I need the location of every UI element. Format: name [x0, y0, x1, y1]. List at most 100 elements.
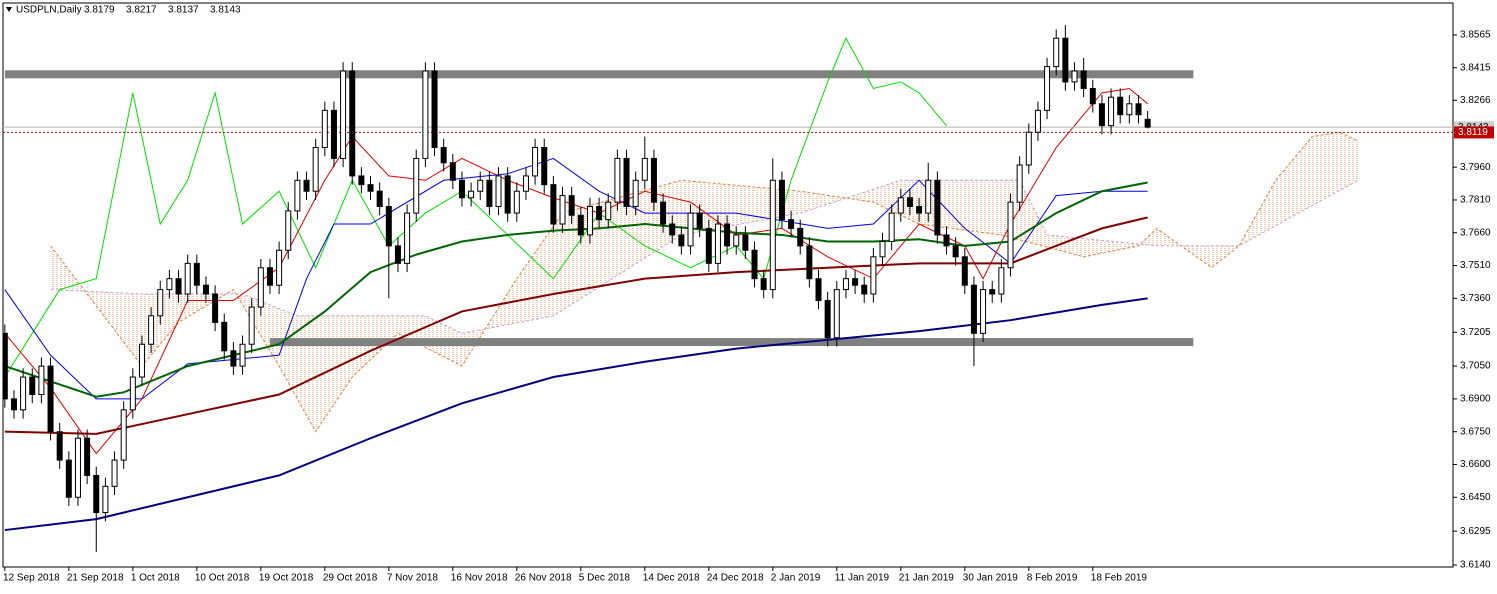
candle-body: [84, 437, 91, 476]
candle-body: [751, 249, 758, 280]
candle-body: [605, 201, 612, 221]
candle-body: [568, 195, 575, 216]
candle-body: [623, 157, 630, 208]
y-tick-label: 3.8565: [1460, 30, 1491, 41]
candle-body: [495, 175, 502, 208]
symbol: USDPLN,Daily: [16, 5, 82, 16]
candle-body: [815, 278, 822, 302]
y-tick-label: 3.7205: [1460, 327, 1491, 338]
candle-body: [934, 179, 941, 236]
y-tick-label: 3.6295: [1460, 526, 1491, 537]
candle-body: [952, 245, 959, 258]
candle-body: [29, 376, 36, 396]
header-value: 3.8217: [126, 5, 157, 16]
candle-body: [212, 293, 219, 323]
x-tick-label: 26 Nov 2018: [515, 573, 572, 584]
candle-body: [641, 157, 648, 181]
candle-body: [806, 245, 813, 280]
x-tick-label: 8 Feb 2019: [1027, 573, 1078, 584]
candle-body: [202, 284, 209, 295]
candle-body: [632, 179, 639, 208]
candle-body: [870, 256, 877, 295]
candle-body: [559, 195, 566, 225]
x-tick-label: 7 Nov 2018: [387, 573, 439, 584]
candle-body: [696, 212, 703, 229]
candle-body: [678, 234, 685, 247]
candle-body: [56, 431, 63, 461]
candle-body: [842, 278, 849, 291]
price-tag: [1454, 126, 1494, 139]
candle-body: [111, 459, 118, 487]
candle-body: [266, 267, 273, 286]
candle-body: [650, 157, 657, 203]
x-tick-label: 14 Dec 2018: [643, 573, 700, 584]
candle-body: [239, 343, 246, 367]
candle-body: [888, 212, 895, 242]
candle-body: [65, 459, 72, 498]
candle-body: [129, 376, 136, 411]
cloud-span-a: [50, 131, 1359, 433]
candle-body: [468, 190, 475, 199]
candle-body: [522, 175, 529, 192]
candle-body: [833, 289, 840, 339]
candle-body: [742, 234, 749, 251]
candle-body: [769, 179, 776, 291]
candle-body: [422, 70, 429, 159]
candle-body: [120, 409, 127, 461]
candle-body: [458, 179, 465, 199]
candle-body: [660, 201, 667, 225]
y-tick-label: 3.6750: [1460, 426, 1491, 437]
candle-body: [980, 289, 987, 334]
candle-body: [102, 485, 109, 514]
x-tick-label: 11 Jan 2019: [835, 573, 890, 584]
candle-body: [157, 289, 164, 317]
candle-body: [788, 219, 795, 229]
candle-body: [577, 214, 584, 236]
candle-body: [1007, 201, 1014, 269]
x-tick-label: 21 Jan 2019: [899, 573, 954, 584]
candle-body: [970, 284, 977, 334]
indicator-line: [4, 297, 1148, 532]
candle-body: [385, 206, 392, 247]
candle-body: [1034, 109, 1041, 133]
candle-body: [778, 179, 785, 221]
candle-body: [1089, 87, 1096, 105]
candle-body: [477, 179, 484, 192]
candle-body: [221, 321, 228, 352]
y-tick-label: 3.8266: [1460, 95, 1491, 106]
candle-body: [1108, 96, 1115, 127]
candle-body: [1098, 103, 1105, 127]
candle-body: [925, 179, 932, 214]
y-tick-label: 3.7510: [1460, 260, 1491, 271]
candle-body: [724, 223, 731, 247]
x-tick-label: 2 Jan 2019: [771, 573, 821, 584]
candle-body: [596, 206, 603, 221]
header-value: 3.8143: [210, 5, 241, 16]
candle-body: [989, 289, 996, 295]
indicator-line: [4, 157, 1148, 400]
candle-body: [852, 278, 859, 286]
candle-body: [513, 190, 520, 214]
x-tick-label: 30 Jan 2019: [963, 573, 1018, 584]
candle-body: [303, 179, 310, 192]
candle-body: [47, 365, 54, 433]
level-band: [269, 338, 1194, 347]
candle-body: [733, 234, 740, 247]
candle-body: [166, 278, 173, 291]
level-band: [4, 70, 1194, 79]
candle-body: [961, 256, 968, 286]
candle-body: [367, 184, 374, 192]
candle-body: [916, 206, 923, 214]
y-tick-label: 3.6140: [1460, 560, 1491, 571]
candle-body: [440, 146, 447, 164]
candle-body: [20, 376, 27, 411]
candle-body: [669, 223, 676, 236]
candle-body: [705, 227, 712, 264]
menu-arrow[interactable]: [6, 7, 12, 12]
candle-body: [1080, 70, 1087, 89]
header-value: 3.8137: [168, 5, 199, 16]
candle-body: [614, 157, 621, 203]
x-tick-label: 19 Oct 2018: [259, 573, 314, 584]
candle-body: [1025, 131, 1032, 166]
